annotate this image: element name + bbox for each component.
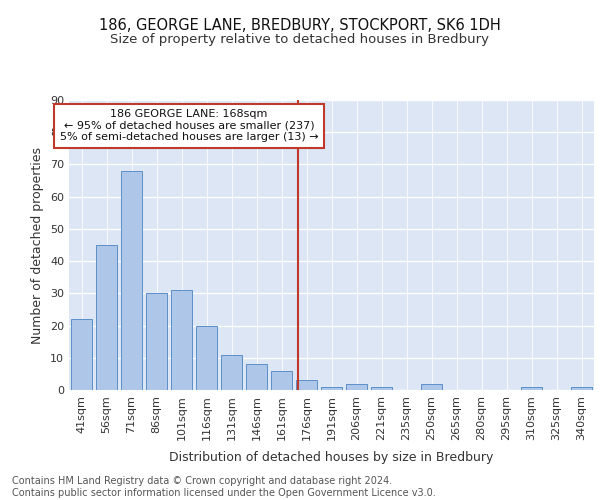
Bar — [346, 384, 367, 390]
Bar — [271, 370, 292, 390]
Y-axis label: Number of detached properties: Number of detached properties — [31, 146, 44, 344]
Bar — [421, 384, 442, 390]
Bar — [221, 354, 242, 390]
Bar — [296, 380, 317, 390]
X-axis label: Distribution of detached houses by size in Bredbury: Distribution of detached houses by size … — [169, 451, 494, 464]
Bar — [196, 326, 217, 390]
Bar — [71, 319, 92, 390]
Bar — [146, 294, 167, 390]
Text: 186, GEORGE LANE, BREDBURY, STOCKPORT, SK6 1DH: 186, GEORGE LANE, BREDBURY, STOCKPORT, S… — [99, 18, 501, 32]
Text: 186 GEORGE LANE: 168sqm
← 95% of detached houses are smaller (237)
5% of semi-de: 186 GEORGE LANE: 168sqm ← 95% of detache… — [59, 109, 319, 142]
Bar — [321, 387, 342, 390]
Bar — [521, 387, 542, 390]
Text: Contains HM Land Registry data © Crown copyright and database right 2024.
Contai: Contains HM Land Registry data © Crown c… — [12, 476, 436, 498]
Bar — [96, 245, 117, 390]
Bar — [121, 171, 142, 390]
Bar — [171, 290, 192, 390]
Text: Size of property relative to detached houses in Bredbury: Size of property relative to detached ho… — [110, 32, 490, 46]
Bar — [371, 387, 392, 390]
Bar — [571, 387, 592, 390]
Bar — [246, 364, 267, 390]
